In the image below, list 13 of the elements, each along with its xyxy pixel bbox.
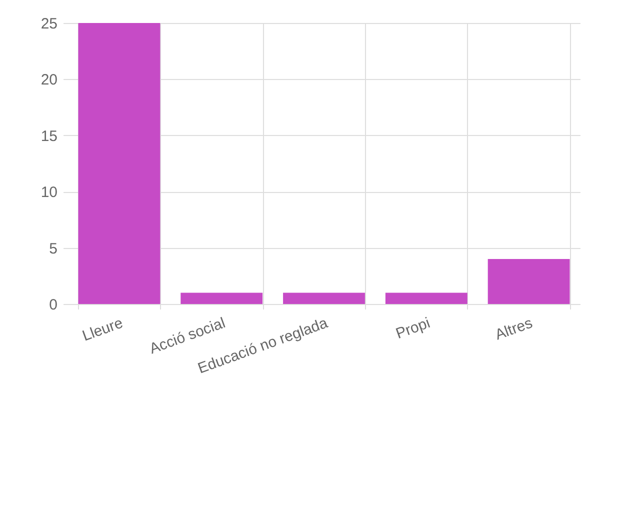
y-tick-label: 25: [40, 16, 58, 32]
y-tick-label: 15: [40, 128, 58, 145]
bar: [283, 292, 365, 304]
x-tick-label: Propi: [394, 314, 432, 343]
x-tick-label: Lleure: [80, 314, 126, 345]
x-tick-label: Altres: [492, 314, 535, 344]
bar: [488, 259, 570, 304]
y-tick-label: 10: [40, 184, 58, 202]
y-tick-label: 20: [40, 72, 58, 89]
y-tick-label: 5: [49, 240, 58, 258]
bar: [180, 292, 263, 304]
y-tick-label: 0: [49, 296, 58, 314]
bar: [385, 292, 468, 304]
